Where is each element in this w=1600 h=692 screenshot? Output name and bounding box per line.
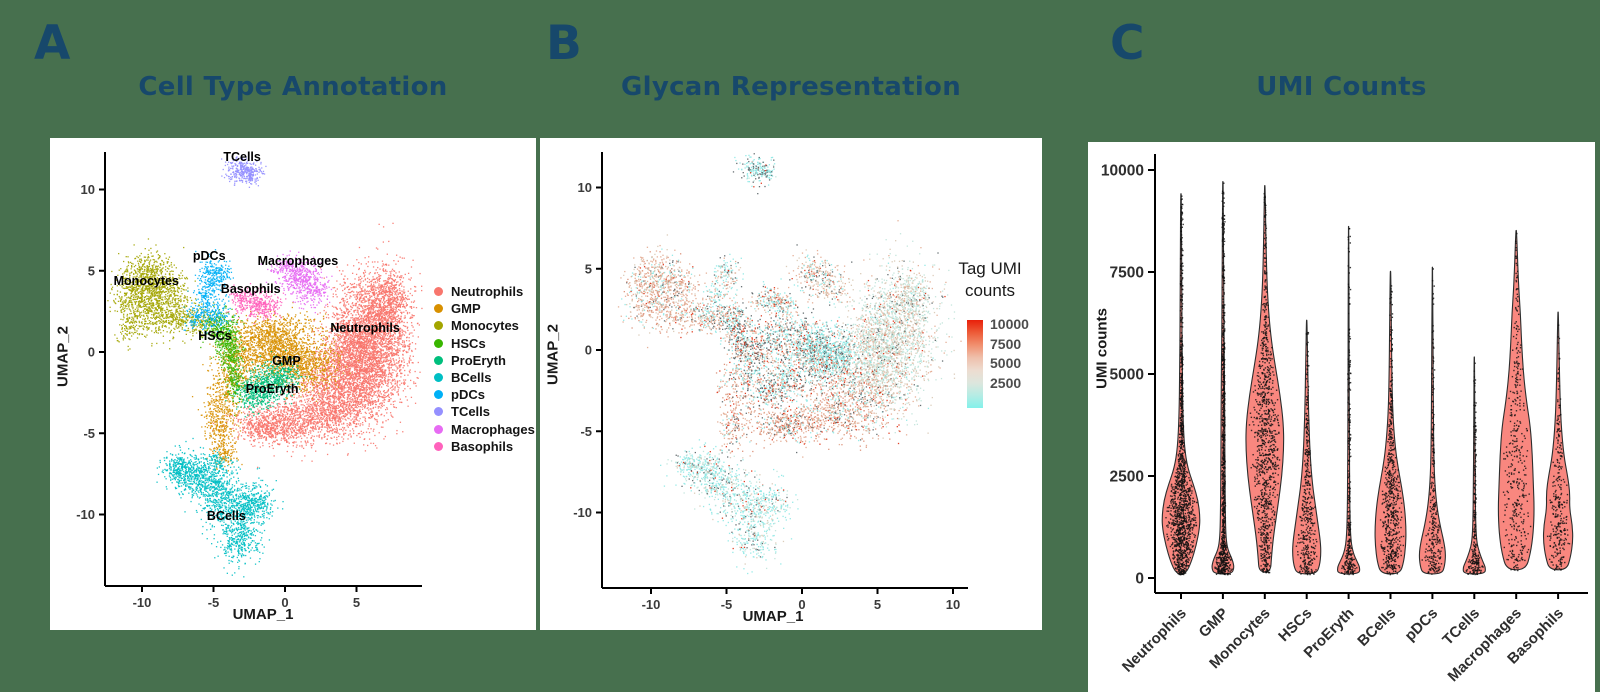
cluster-label-BCells: BCells [206, 509, 246, 524]
panel-glycan-umap: UMAP_1 UMAP_2 Tag UMI counts 10000750050… [540, 138, 1042, 630]
cluster-label-pDCs: pDCs [192, 249, 226, 264]
cluster-label-Neutrophils: Neutrophils [330, 320, 400, 335]
cluster-label-GMP: GMP [272, 353, 301, 368]
cluster-label-HSCs: HSCs [198, 328, 232, 343]
panel-a-title: Cell Type Annotation [138, 72, 448, 102]
jitter-points-canvas [1088, 142, 1595, 692]
panel-a-letter: A [34, 16, 71, 71]
cluster-label-ProEryth: ProEryth [245, 382, 299, 397]
panel-c-letter: C [1110, 16, 1145, 71]
panel-b-letter: B [546, 16, 582, 71]
cluster-label-Monocytes: Monocytes [113, 274, 179, 289]
scatter-points-canvas [540, 138, 1042, 630]
cluster-label-Basophils: Basophils [220, 282, 281, 297]
panel-c-title: UMI Counts [1256, 72, 1427, 102]
cluster-label-Macrophages: Macrophages [257, 254, 339, 268]
panel-b-title: Glycan Representation [620, 72, 962, 102]
panel-umi-violin: UMI counts 025005000750010000Neutrophils… [1088, 142, 1595, 692]
panel-cell-type-umap: UMAP_1 UMAP_2 NeutrophilsGMPMonocytesHSC… [50, 138, 536, 630]
scatter-points-canvas [50, 138, 536, 630]
cluster-label-TCells: TCells [223, 150, 261, 164]
